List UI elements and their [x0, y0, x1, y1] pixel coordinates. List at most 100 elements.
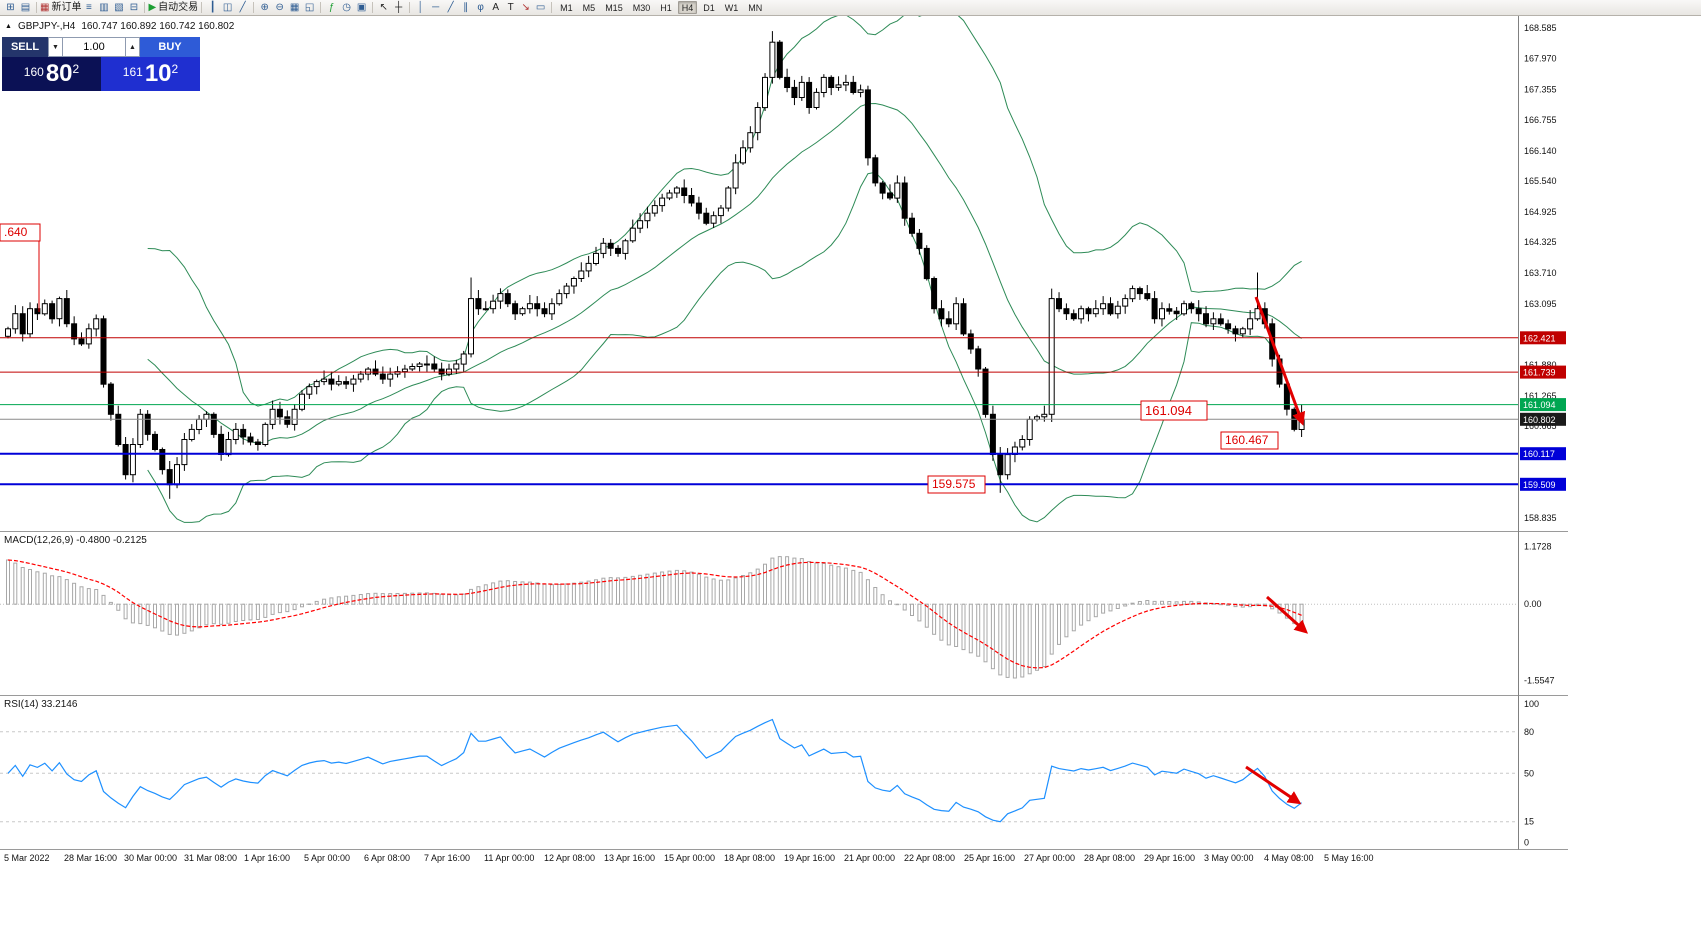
sell-price-tile[interactable]: 160 80 2	[2, 57, 101, 91]
zoom-in-button[interactable]: ⊕	[257, 1, 272, 15]
templates-button[interactable]: ▣	[354, 1, 369, 15]
terminal-button[interactable]: ⊟	[126, 1, 141, 15]
indicators-button[interactable]: ƒ	[324, 1, 339, 15]
trendline-button[interactable]: ╱	[443, 1, 458, 15]
market-watch-button[interactable]: ≡	[81, 1, 96, 15]
symbol-timeframe-label: GBPJPY-,H4	[17, 21, 76, 32]
svg-text:164.925: 164.925	[1524, 207, 1557, 217]
price-axis[interactable]: 168.585 167.970 167.355 166.755 166.140 165.5…	[1518, 16, 1567, 850]
data-window-button[interactable]: ▥	[96, 1, 111, 15]
bar-chart-button[interactable]: ┃	[205, 1, 220, 15]
svg-text:167.970: 167.970	[1524, 54, 1557, 64]
symbol-collapse-icon: ▲	[5, 23, 12, 30]
text-button[interactable]: A	[488, 1, 503, 15]
navigator-icon: ▧	[114, 1, 124, 13]
auto-trading-icon: ▶	[148, 1, 157, 13]
svg-text:161.094: 161.094	[1523, 400, 1556, 410]
svg-text:4 May 08:00: 4 May 08:00	[1264, 853, 1314, 863]
line-chart-button[interactable]: ╱	[235, 1, 250, 15]
svg-text:162.421: 162.421	[1523, 333, 1556, 343]
auto-trading-button[interactable]: ▶ 自动交易	[148, 1, 198, 15]
rsi-indicator	[0, 718, 1518, 823]
svg-text:163.710: 163.710	[1524, 268, 1557, 278]
timeframe-h1-button[interactable]: H1	[660, 2, 672, 13]
bar-chart-icon: ┃	[209, 1, 216, 13]
buy-price-tile[interactable]: 161 10 2	[101, 57, 200, 91]
sell-price-int: 160	[23, 65, 44, 79]
volume-increment-button[interactable]: ▲	[125, 37, 140, 57]
svg-text:5 Apr 00:00: 5 Apr 00:00	[304, 853, 350, 863]
timeframe-d1-button[interactable]: D1	[703, 2, 715, 13]
svg-text:160.467: 160.467	[1225, 433, 1269, 447]
timeframe-m15-button[interactable]: M15	[605, 2, 623, 13]
volume-input[interactable]	[63, 37, 125, 57]
ohlc-values: 160.747 160.892 160.742 160.802	[81, 21, 235, 32]
zoom-in-icon: ⊕	[260, 1, 269, 13]
timeframe-m1-button[interactable]: M1	[560, 2, 573, 13]
shapes-icon: ▭	[535, 1, 546, 13]
timeframe-m5-button[interactable]: M5	[582, 2, 596, 13]
time-axis[interactable]: 5 Mar 2022 28 Mar 16:00 30 Mar 00:00 31 Mar…	[4, 853, 1374, 863]
grid-button[interactable]: ▦	[287, 1, 302, 15]
svg-text:159.575: 159.575	[932, 477, 976, 491]
trendline-icon: ╱	[447, 1, 454, 13]
tile-windows-button[interactable]: ◱	[302, 1, 317, 15]
svg-text:161.880: 161.880	[1524, 360, 1557, 370]
trend-arrow[interactable]	[1254, 296, 1306, 426]
equidistant-channel-icon: ∥	[463, 1, 469, 13]
sell-price-pips: 80	[45, 60, 73, 87]
timeframe-w1-button[interactable]: W1	[724, 2, 739, 13]
timeframe-m30-button[interactable]: M30	[632, 2, 651, 13]
rsi-label: RSI(14) 33.2146	[4, 699, 78, 710]
candlestick-series	[5, 31, 1305, 499]
candlestick-chart-button[interactable]: ◫	[220, 1, 235, 15]
timeframe-h4-button[interactable]: H4	[677, 1, 698, 14]
text-icon: A	[492, 1, 499, 13]
macd-indicator	[0, 556, 1518, 679]
text-label-icon: T	[507, 1, 514, 13]
price-label-box[interactable]	[1140, 400, 1208, 421]
arrows-tool-button[interactable]: ↘	[518, 1, 533, 15]
price-label-box[interactable]	[0, 223, 41, 242]
buy-button[interactable]: BUY	[140, 37, 200, 57]
chart-profiles-icon: ▤	[20, 1, 31, 13]
main-toolbar: ⊞ ▤ ▦ 新订单 ≡ ▥ ▧ ⊟ ▶ 自动交易 ┃ ◫ ╱ ⊕ ⊖ ▦ ◱ ƒ ◷ ▣ ↖ ┼ │ ─ ╱ ∥ φ A T ↘ ▭ M1 M5…	[0, 0, 1701, 16]
new-chart-button[interactable]: ⊞	[3, 1, 18, 15]
vertical-line-button[interactable]: │	[413, 1, 428, 15]
candlestick-chart-icon: ◫	[222, 1, 233, 13]
cursor-button[interactable]: ↖	[376, 1, 391, 15]
navigator-button[interactable]: ▧	[111, 1, 126, 15]
trend-arrow[interactable]	[1265, 595, 1309, 634]
equidistant-channel-button[interactable]: ∥	[458, 1, 473, 15]
svg-text:11 Apr 00:00: 11 Apr 00:00	[484, 853, 534, 863]
toolbar-separator	[36, 2, 37, 13]
svg-text:7 Apr 16:00: 7 Apr 16:00	[424, 853, 470, 863]
price-label-box[interactable]	[927, 475, 986, 494]
fibonacci-button[interactable]: φ	[473, 1, 488, 15]
svg-text:1.1728: 1.1728	[1524, 542, 1552, 552]
svg-text:165.540: 165.540	[1524, 176, 1557, 186]
arrows-tool-icon: ↘	[521, 1, 530, 13]
chart-profiles-button[interactable]: ▤	[18, 1, 33, 15]
svg-text:13 Apr 16:00: 13 Apr 16:00	[604, 853, 655, 863]
new-order-button[interactable]: ▦ 新订单	[40, 1, 81, 15]
shapes-button[interactable]: ▭	[533, 1, 548, 15]
text-label-button[interactable]: T	[503, 1, 518, 15]
trend-arrow[interactable]	[1245, 765, 1302, 805]
svg-text:80: 80	[1524, 727, 1534, 737]
timeframe-mn-button[interactable]: MN	[748, 2, 763, 13]
zoom-out-button[interactable]: ⊖	[272, 1, 287, 15]
svg-text:166.140: 166.140	[1524, 146, 1557, 156]
auto-trading-label: 自动交易	[158, 1, 199, 13]
price-label-box[interactable]	[1220, 431, 1279, 450]
crosshair-button[interactable]: ┼	[391, 1, 406, 15]
volume-decrement-button[interactable]: ▼	[48, 37, 63, 57]
horizontal-line-icon: ─	[432, 1, 440, 13]
horizontal-line-button[interactable]: ─	[428, 1, 443, 15]
cursor-icon: ↖	[379, 1, 388, 13]
svg-text:15: 15	[1524, 817, 1534, 827]
svg-text:50: 50	[1524, 768, 1534, 778]
periods-button[interactable]: ◷	[339, 1, 354, 15]
sell-button[interactable]: SELL	[2, 37, 48, 57]
